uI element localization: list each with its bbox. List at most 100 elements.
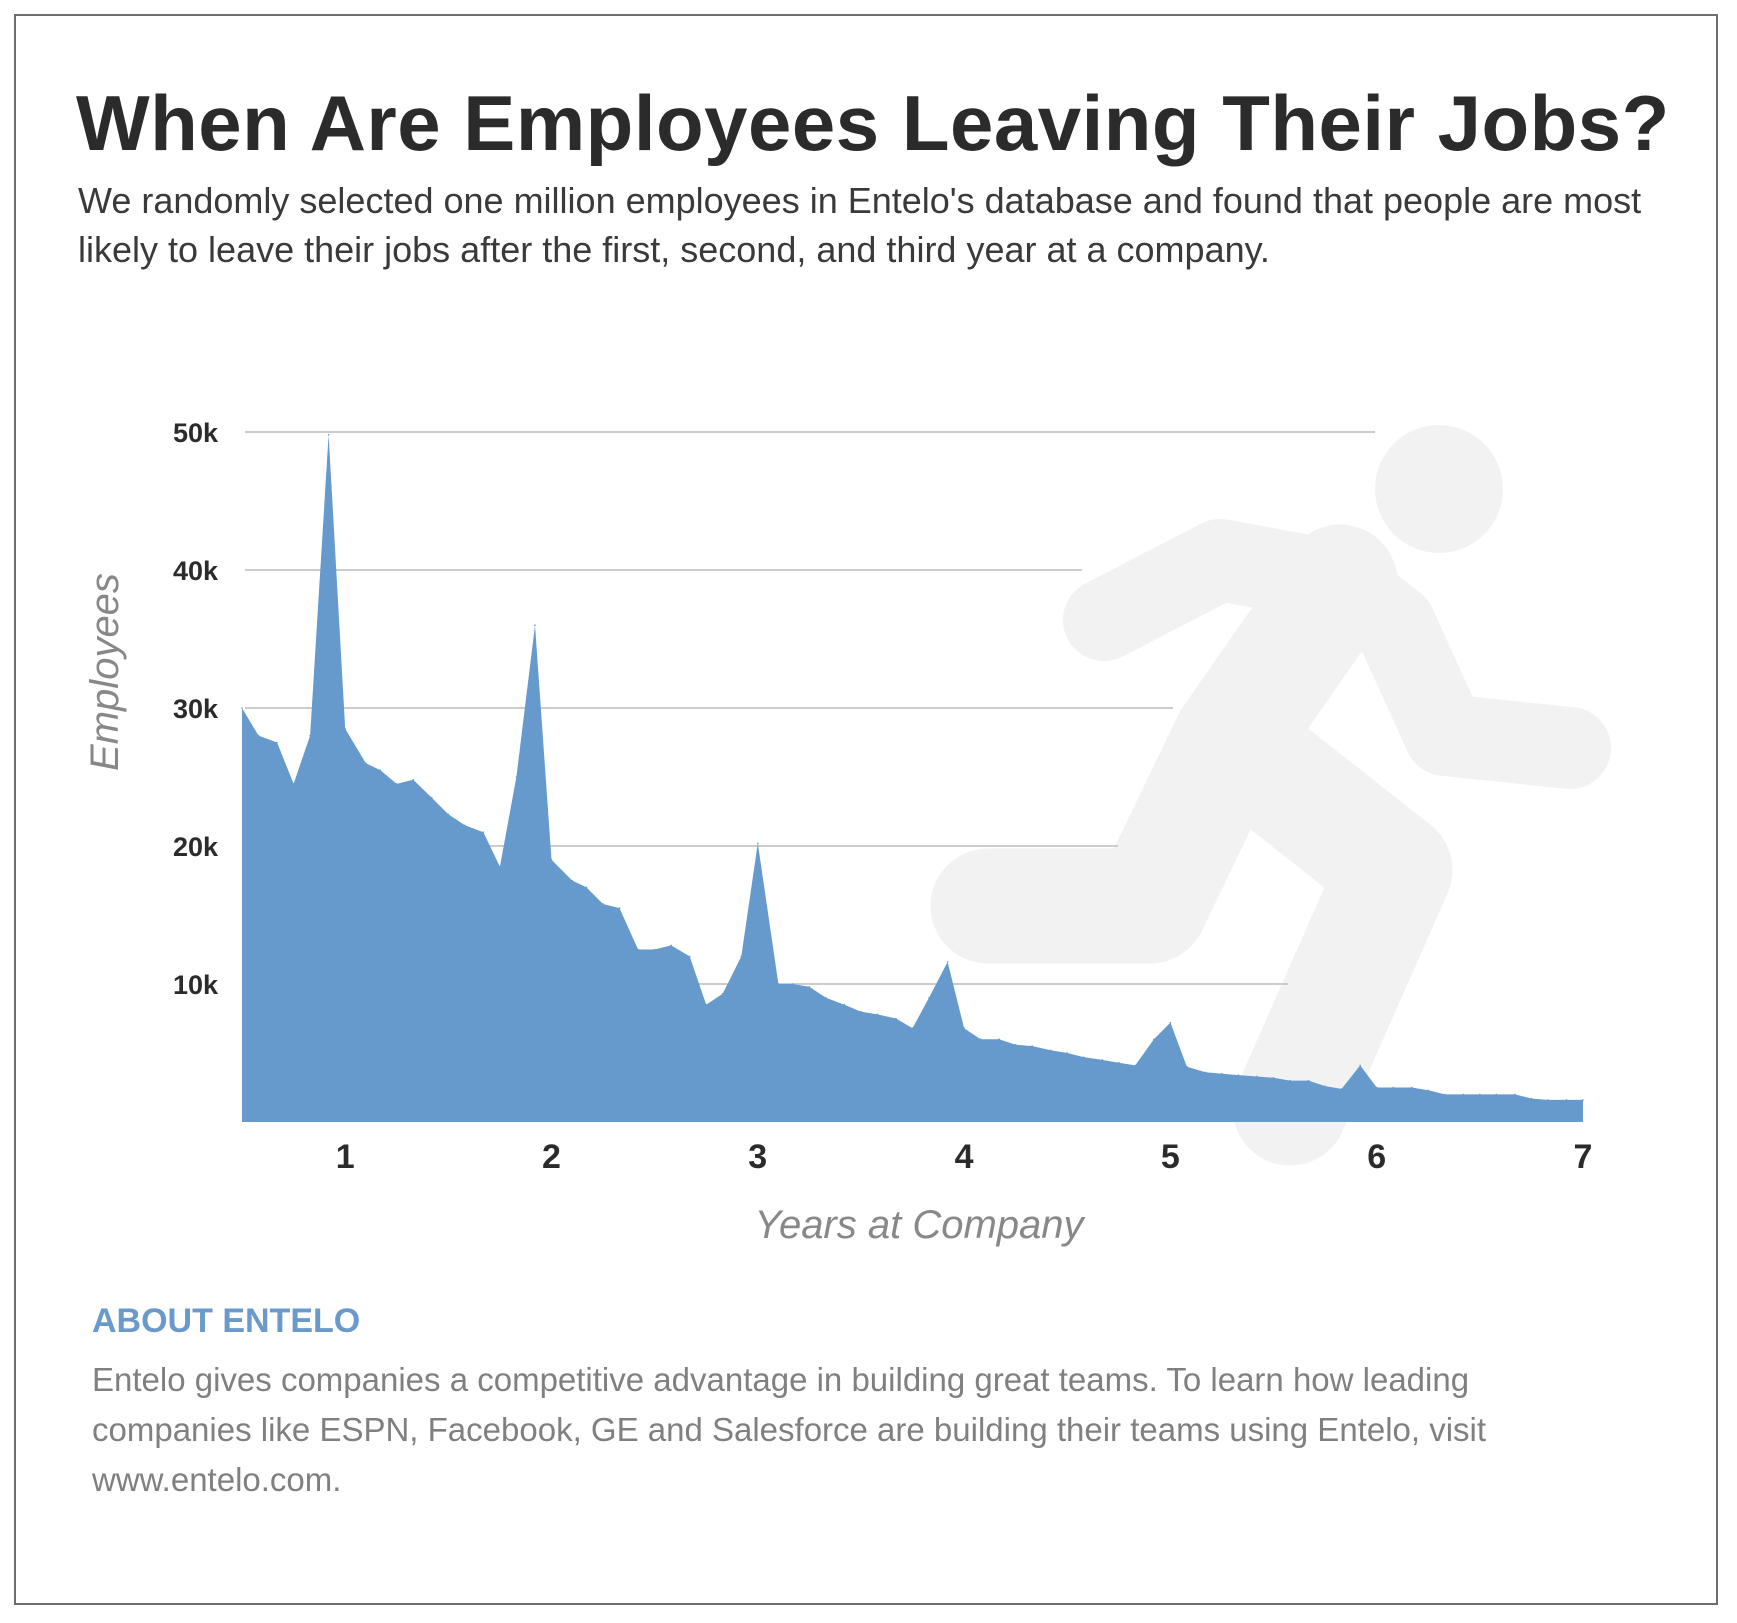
data-point [825, 997, 827, 999]
data-point [1256, 1075, 1258, 1078]
data-point [1359, 1064, 1361, 1067]
data-point [395, 783, 398, 785]
data-point [344, 727, 346, 730]
data-point [1410, 1086, 1413, 1089]
data-point [1186, 1066, 1188, 1068]
data-point [1479, 1093, 1481, 1096]
y-tick-label: 40k [173, 556, 219, 586]
data-point [447, 813, 450, 816]
data-point [1101, 1059, 1104, 1061]
data-point [550, 859, 553, 861]
data-point [1031, 1045, 1033, 1047]
data-point [928, 997, 930, 999]
data-point [1375, 1086, 1378, 1089]
running-person-icon [930, 425, 1611, 1166]
y-tick-label: 50k [173, 418, 219, 448]
data-point [1307, 1079, 1310, 1082]
data-point [309, 734, 311, 737]
y-tick-label: 20k [173, 832, 219, 862]
data-point [1066, 1052, 1069, 1054]
data-point [618, 907, 621, 909]
data-point [482, 831, 485, 833]
data-point [1530, 1097, 1533, 1100]
data-point [1204, 1071, 1207, 1074]
data-point [292, 783, 295, 785]
x-tick-label: 3 [748, 1138, 767, 1176]
data-point [721, 992, 724, 995]
data-point [1153, 1038, 1155, 1040]
about-body: Entelo gives companies a competitive adv… [92, 1361, 1487, 1498]
data-point [1443, 1093, 1446, 1096]
x-axis-ticks: 1 2 3 4 5 6 7 [336, 1138, 1593, 1176]
data-point [1289, 1079, 1291, 1082]
data-point [895, 1017, 897, 1020]
data-point [534, 624, 536, 626]
data-point [431, 796, 433, 799]
data-point [946, 961, 949, 963]
data-point [1392, 1086, 1394, 1089]
data-point [1118, 1061, 1120, 1064]
data-point [464, 824, 466, 827]
data-point [860, 1010, 862, 1013]
data-point [1565, 1099, 1568, 1101]
about-heading: ABOUT ENTELO [92, 1302, 361, 1340]
data-point [602, 903, 604, 905]
data-point [276, 741, 278, 744]
x-tick-label: 5 [1161, 1138, 1180, 1176]
data-point [688, 955, 691, 958]
data-point [979, 1038, 982, 1040]
x-tick-label: 4 [955, 1138, 974, 1176]
data-point [911, 1027, 914, 1029]
data-point [1237, 1074, 1240, 1076]
data-point [364, 762, 367, 764]
data-point [379, 769, 382, 771]
data-point [1324, 1085, 1326, 1087]
data-point [1134, 1064, 1137, 1067]
area-series [241, 433, 1584, 1122]
data-point [998, 1038, 1000, 1040]
data-point [241, 707, 243, 709]
data-point [740, 955, 743, 958]
data-point [412, 778, 415, 781]
data-point [777, 983, 780, 985]
data-point [1495, 1093, 1498, 1096]
data-point [792, 983, 794, 985]
data-point [585, 886, 588, 889]
area-fill [242, 434, 1583, 1122]
x-tick-label: 1 [336, 1138, 355, 1176]
data-point [1462, 1093, 1465, 1096]
y-tick-label: 30k [173, 694, 219, 724]
y-tick-label: 10k [173, 970, 219, 1000]
data-point [1014, 1043, 1017, 1046]
data-point [1547, 1099, 1549, 1101]
x-tick-label: 7 [1574, 1138, 1593, 1176]
data-point [1049, 1049, 1052, 1052]
data-point [876, 1013, 879, 1016]
data-point [327, 433, 330, 436]
data-point [705, 1003, 707, 1006]
data-point [637, 948, 639, 951]
page-subtitle: We randomly selected one million employe… [78, 180, 1642, 270]
data-point [1082, 1056, 1085, 1058]
y-axis-ticks: 10k 20k 30k 40k 50k [173, 418, 219, 1000]
x-tick-label: 6 [1367, 1138, 1386, 1176]
data-point [1427, 1089, 1430, 1092]
data-point [571, 879, 573, 882]
data-point [1340, 1088, 1343, 1090]
data-point [515, 776, 518, 778]
data-point [1221, 1072, 1223, 1075]
data-point [756, 842, 759, 845]
data-point [843, 1003, 846, 1006]
data-point [1272, 1077, 1275, 1079]
data-point [963, 1027, 965, 1029]
data-point [1169, 1021, 1172, 1024]
x-axis-label: Years at Company [754, 1203, 1086, 1247]
data-point [1514, 1093, 1516, 1096]
data-point [670, 944, 672, 947]
data-point [808, 985, 811, 988]
page-title: When Are Employees Leaving Their Jobs? [76, 79, 1670, 167]
y-axis-label: Employees [83, 573, 127, 771]
data-point [257, 734, 260, 737]
x-tick-label: 2 [542, 1138, 561, 1176]
